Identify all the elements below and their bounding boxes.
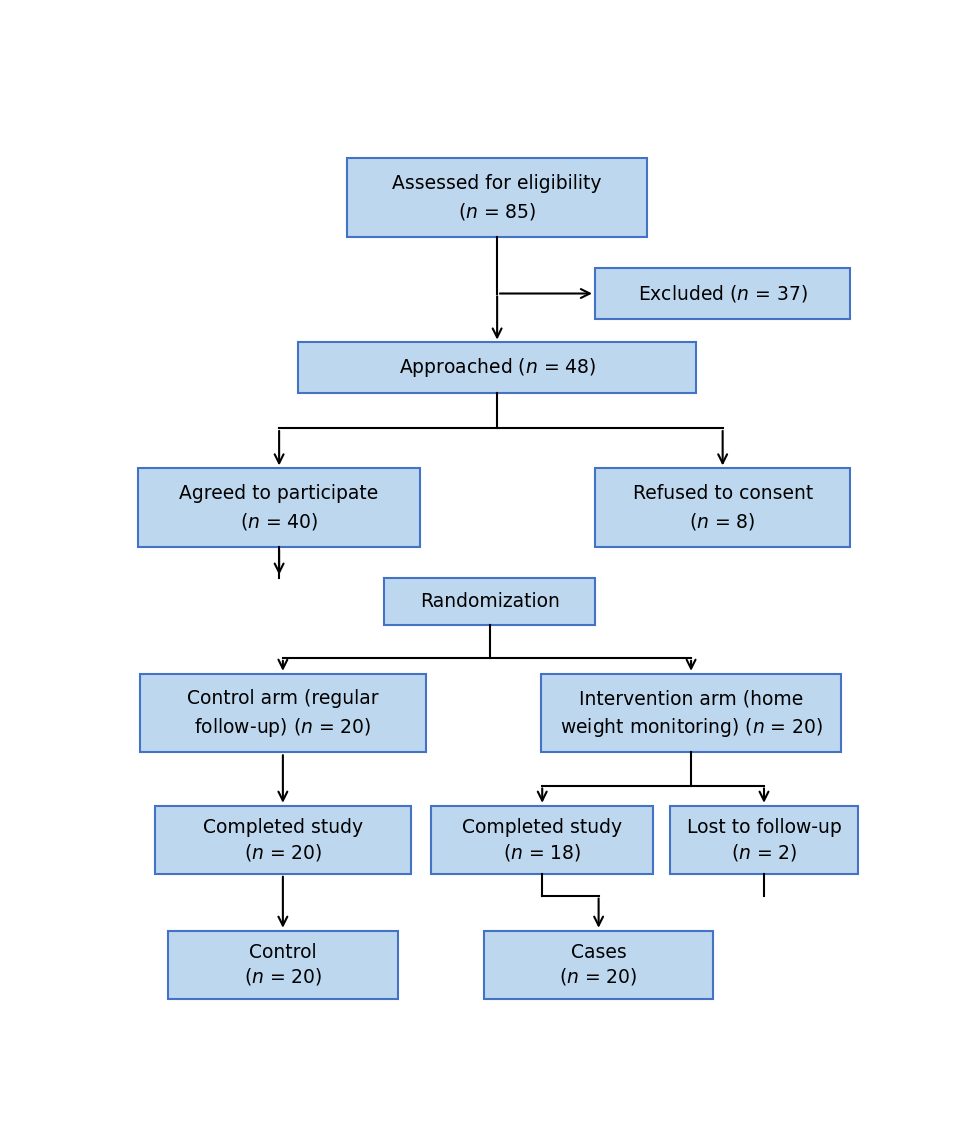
Text: weight monitoring) ($\it{n}$ = 20): weight monitoring) ($\it{n}$ = 20) xyxy=(559,716,822,739)
FancyBboxPatch shape xyxy=(168,931,397,999)
Text: Control: Control xyxy=(249,943,316,962)
Text: Agreed to participate: Agreed to participate xyxy=(179,484,378,503)
Text: Assessed for eligibility: Assessed for eligibility xyxy=(392,174,601,193)
Text: ($\it{n}$ = 18): ($\it{n}$ = 18) xyxy=(503,841,580,863)
Text: Refused to consent: Refused to consent xyxy=(632,484,812,503)
Text: ($\it{n}$ = 20): ($\it{n}$ = 20) xyxy=(559,967,638,987)
Text: Approached ($\it{n}$ = 48): Approached ($\it{n}$ = 48) xyxy=(398,356,595,379)
Text: Randomization: Randomization xyxy=(420,591,559,611)
Text: ($\it{n}$ = 20): ($\it{n}$ = 20) xyxy=(243,841,322,863)
FancyBboxPatch shape xyxy=(138,469,420,547)
Text: follow-up) ($\it{n}$ = 20): follow-up) ($\it{n}$ = 20) xyxy=(194,716,371,739)
Text: ($\it{n}$ = 8): ($\it{n}$ = 8) xyxy=(689,511,755,532)
Text: Control arm (regular: Control arm (regular xyxy=(187,689,378,708)
FancyBboxPatch shape xyxy=(594,469,850,547)
Text: Intervention arm (home: Intervention arm (home xyxy=(578,689,802,708)
FancyBboxPatch shape xyxy=(155,806,410,874)
FancyBboxPatch shape xyxy=(431,806,652,874)
Text: ($\it{n}$ = 40): ($\it{n}$ = 40) xyxy=(239,511,318,532)
Text: ($\it{n}$ = 85): ($\it{n}$ = 85) xyxy=(457,201,536,222)
FancyBboxPatch shape xyxy=(540,674,840,753)
FancyBboxPatch shape xyxy=(346,158,646,237)
Text: Completed study: Completed study xyxy=(203,818,362,836)
Text: Excluded ($\it{n}$ = 37): Excluded ($\it{n}$ = 37) xyxy=(637,283,807,304)
FancyBboxPatch shape xyxy=(297,343,696,393)
FancyBboxPatch shape xyxy=(384,578,594,624)
Text: Cases: Cases xyxy=(570,943,626,962)
Text: Lost to follow-up: Lost to follow-up xyxy=(686,818,840,836)
FancyBboxPatch shape xyxy=(140,674,425,753)
Text: Completed study: Completed study xyxy=(461,818,622,836)
FancyBboxPatch shape xyxy=(594,268,850,319)
FancyBboxPatch shape xyxy=(670,806,857,874)
FancyBboxPatch shape xyxy=(484,931,712,999)
Text: ($\it{n}$ = 20): ($\it{n}$ = 20) xyxy=(243,967,322,987)
Text: ($\it{n}$ = 2): ($\it{n}$ = 2) xyxy=(730,841,797,863)
